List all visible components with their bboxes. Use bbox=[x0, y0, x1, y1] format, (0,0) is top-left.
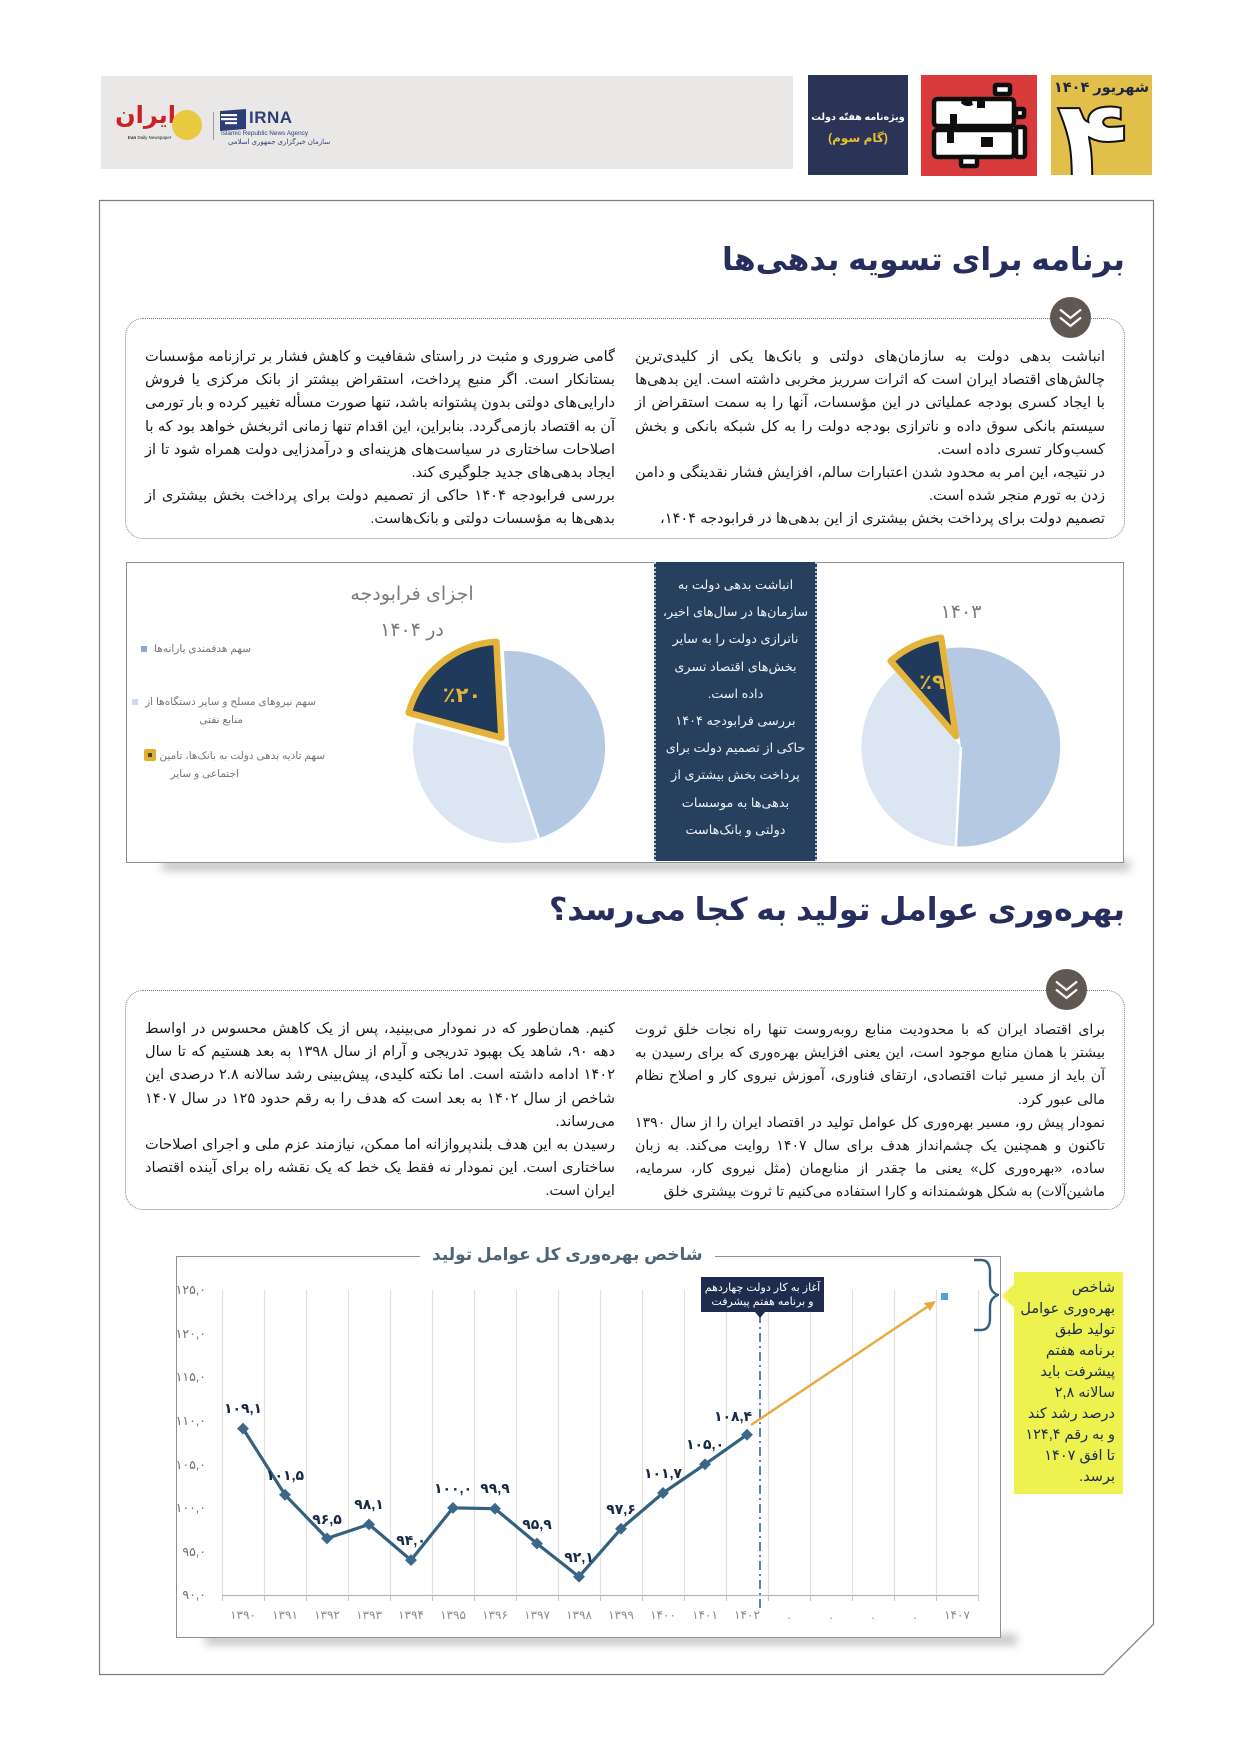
svg-text:٪۲۰: ٪۲۰ bbox=[443, 684, 481, 707]
svg-text:٪۹: ٪۹ bbox=[919, 671, 945, 694]
